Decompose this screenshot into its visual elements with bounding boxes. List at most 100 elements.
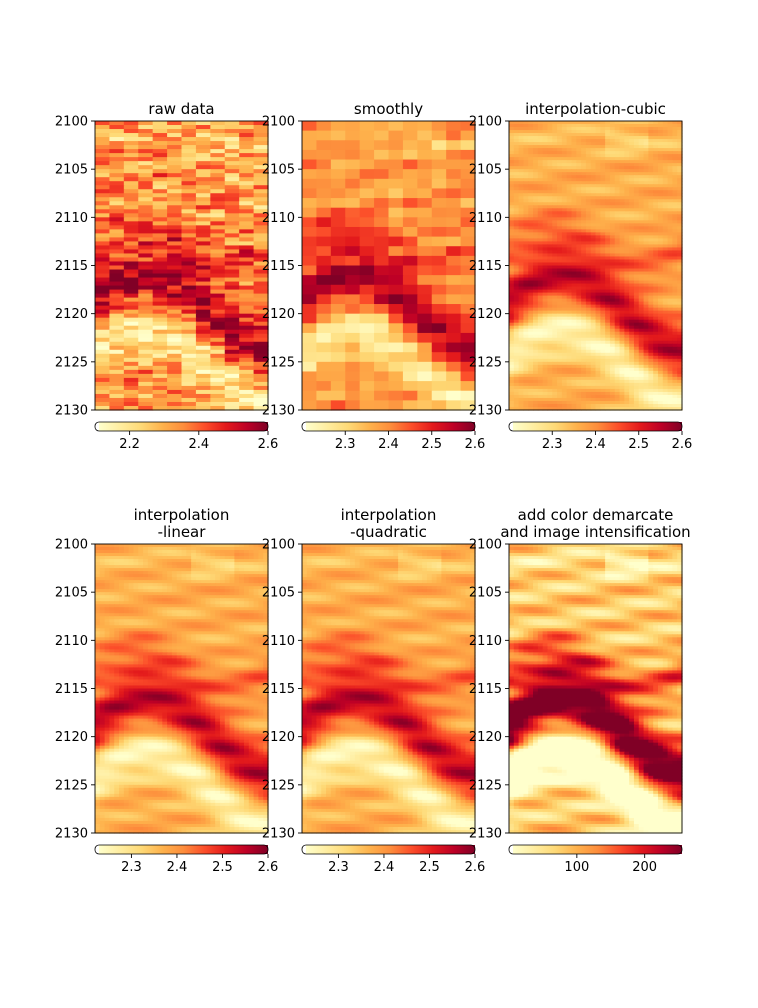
heatmap-cell [609,232,616,236]
heatmap-cell [239,381,255,387]
heatmap-cell [200,547,207,551]
heatmap-cell [633,328,640,333]
heatmap-cell [133,550,139,554]
heatmap-cell [109,547,115,551]
heatmap-cell [330,121,346,132]
heatmap-cell [239,269,255,275]
heatmap-cell [629,358,635,363]
heatmap-cell [147,550,154,554]
heatmap-cell [576,262,582,267]
heatmap-cell [528,259,534,264]
heatmap-cell [181,213,197,218]
heatmap-cell [648,226,654,230]
heatmap-cell [576,307,582,312]
heatmap-cell [210,393,226,399]
heatmap-cell [624,253,630,258]
heatmap-cell [542,385,549,390]
heatmap-cell [109,121,125,126]
heatmap-cell [374,207,390,218]
heatmap-cell [595,124,601,128]
heatmap-cell [552,343,558,348]
heatmap-cell [600,376,606,381]
heatmap-cell [585,142,592,146]
heatmap-cell [138,201,154,206]
heatmap-cell [513,181,520,185]
heatmap-cell [123,161,139,166]
heatmap-cell [609,121,616,125]
heatmap-cell [215,550,221,554]
heatmap-cell [662,370,669,375]
heatmap-cell [571,370,577,375]
heatmap-cell [316,140,332,151]
heatmap-cell [629,310,635,315]
heatmap-cell [600,196,606,200]
heatmap-cell [402,149,418,161]
heatmap-cell [195,137,211,142]
heatmap-cell [152,249,168,255]
heatmap-cell [528,394,534,399]
heatmap-cell [547,298,553,303]
heatmap-cell [590,244,597,249]
heatmap-cell [152,233,168,239]
heatmap-cell [239,333,255,339]
heatmap-cell [239,401,255,407]
heatmap-cell [138,237,154,243]
heatmap-cell [210,141,226,146]
heatmap-cell [595,229,601,233]
heatmap-cell [195,553,202,557]
heatmap-cell [537,202,544,206]
heatmap-cell [576,133,582,137]
heatmap-cell [624,133,630,137]
heatmap-cell [677,262,683,267]
heatmap-cell [624,214,630,218]
heatmap-cell [561,346,568,351]
heatmap-cell [253,137,269,142]
heatmap-cell [533,304,539,309]
heatmap-cell [359,130,375,141]
heatmap-cell [576,283,582,288]
y-tick-label: 2100 [55,115,88,130]
heatmap-cell [605,157,611,161]
heatmap-cell [509,316,515,321]
heatmap-cell [528,397,534,402]
heatmap-cell [345,342,361,353]
heatmap-cell [542,142,549,146]
heatmap-cell [619,340,625,345]
heatmap-cell [518,271,525,276]
heatmap-cell [537,232,544,236]
heatmap-cell [677,283,683,288]
heatmap-cell [585,229,592,233]
heatmap-cell [109,337,125,343]
heatmap-cell [547,286,553,291]
heatmap-cell [518,262,525,267]
heatmap-cell [614,355,621,360]
heatmap-cell [605,151,611,155]
heatmap-cell [619,184,625,188]
heatmap-cell [614,268,621,273]
heatmap-cell [195,333,211,339]
heatmap-cell [619,238,625,243]
heatmap-cell [417,255,433,267]
heatmap-cell [614,148,621,152]
heatmap-cell [537,313,544,318]
heatmap-cell [557,340,563,345]
heatmap-cell [533,403,539,408]
heatmap-cell [537,346,544,351]
heatmap-cell [648,262,654,267]
heatmap-cell [210,341,226,347]
heatmap-cell [195,253,211,259]
heatmap-cell [609,175,616,179]
heatmap-cell [609,148,616,152]
heatmap-cell [547,346,553,351]
heatmap-cell [533,295,539,300]
heatmap-cell [518,160,525,164]
heatmap-cell [523,247,529,252]
heatmap-cell [138,325,154,331]
heatmap-cell [657,244,664,249]
heatmap-cell [629,301,635,306]
heatmap-cell [667,373,673,378]
heatmap-cell [123,361,139,367]
heatmap-cell [614,349,621,354]
heatmap-cell [224,365,240,371]
heatmap-cell [672,274,678,279]
